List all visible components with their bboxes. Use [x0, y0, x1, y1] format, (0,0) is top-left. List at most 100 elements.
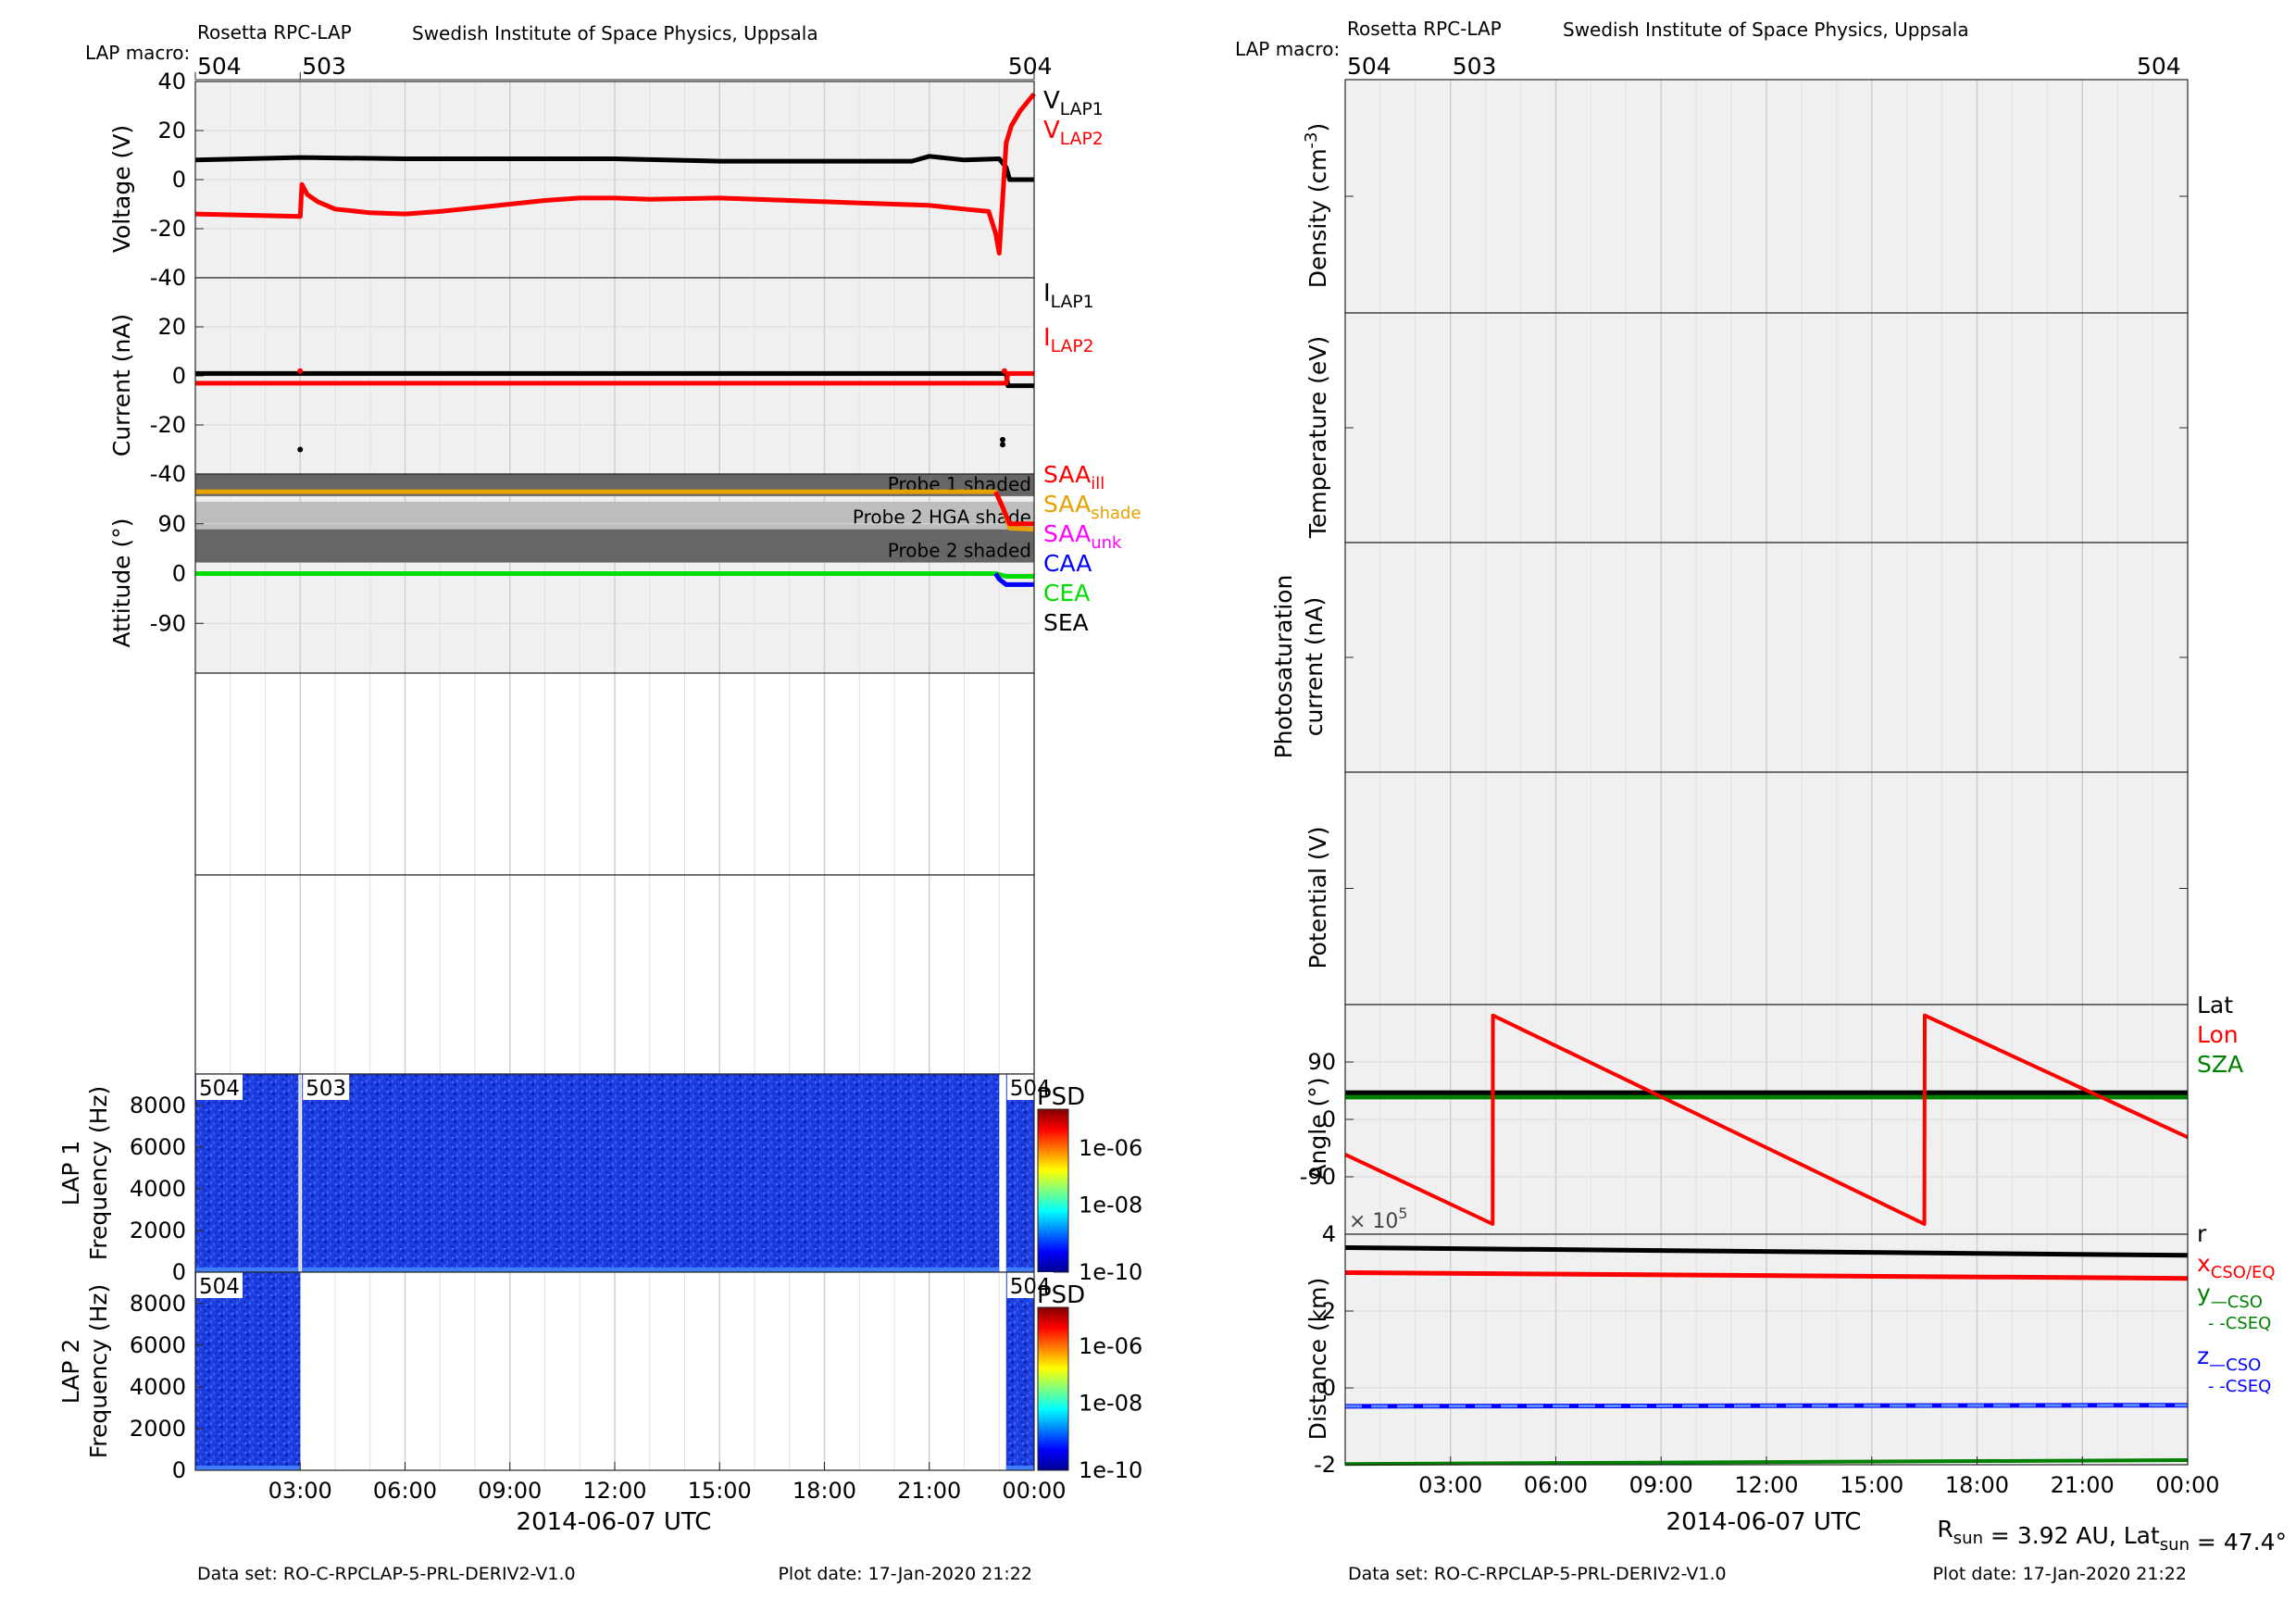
macro-label: 504	[197, 53, 242, 80]
y-tick-label: 6000	[130, 1134, 186, 1160]
potential-panel: Potential (V)	[1304, 771, 2189, 1006]
x-tick-label: 18:00	[1945, 1472, 2009, 1498]
y-tick-label: -40	[150, 461, 186, 487]
x-tick-label: 12:00	[582, 1478, 646, 1504]
y-tick-label: 0	[1322, 1106, 1336, 1132]
y-tick-label: 4000	[130, 1176, 186, 1202]
spectrogram-macro-label: 504	[199, 1077, 240, 1101]
y-tick-label: -90	[150, 610, 186, 636]
series-cea	[195, 571, 1034, 579]
distance-legend-2-part: —CSO	[2211, 1293, 2263, 1312]
current-legend-0: ILAP1	[1043, 280, 1094, 312]
series-saa-ill	[993, 491, 1034, 527]
y-tick-label: 20	[157, 118, 186, 144]
x-tick-label: 00:00	[2155, 1472, 2219, 1498]
attitude-legend-3: CAA	[1043, 550, 1092, 577]
colorbar-tick-label: 1e-06	[1079, 1135, 1142, 1161]
spectrogram-lap1-panel-label: LAP 1	[57, 1141, 84, 1206]
spectrogram-lap2-panel-label: LAP 2	[57, 1339, 84, 1405]
y-tick-label: 4000	[130, 1374, 186, 1400]
attitude-legend-0-part: SAA	[1043, 461, 1091, 488]
y-tick-label: 2000	[130, 1416, 186, 1442]
temperature-ylabel: Temperature (eV)	[1304, 336, 1331, 539]
macro-label: 503	[302, 53, 346, 80]
x-tick-label: 09:00	[478, 1478, 542, 1504]
spectrogram-block	[1005, 1272, 1034, 1470]
spectrogram-lowfreq	[302, 1268, 1000, 1272]
voltage-legend-0-part: V	[1043, 87, 1060, 115]
density-ylabel: Density (cm-3)	[1302, 123, 1331, 289]
series-zcseq	[1344, 1404, 2189, 1408]
spectrogram-block	[195, 1272, 301, 1470]
photosat-panel: Photosaturation current (nA)	[1270, 542, 2189, 773]
series-r	[1344, 1245, 2189, 1258]
spectrogram-macro-box	[196, 1272, 243, 1298]
distance-legend-sub-2: - -CSEQ	[2208, 1314, 2271, 1333]
macro-label: 503	[1453, 53, 1497, 80]
angle-legend-1: Lon	[2197, 1021, 2239, 1048]
xlabel-right: 2014-06-07 UTC	[1666, 1508, 1862, 1536]
x-tick-label: 15:00	[1840, 1472, 1903, 1498]
angle-ylabel: Angle (°)	[1304, 1077, 1331, 1180]
series-vlap2	[194, 92, 1036, 256]
macro-label: 504	[1347, 53, 1391, 80]
spectrogram-macro-box	[303, 1074, 350, 1100]
attitude-legend-1-part: shade	[1091, 504, 1141, 523]
ylabel-part: )	[1304, 123, 1331, 132]
colorbar	[1037, 1108, 1069, 1273]
temperature-panel: Temperature (eV)	[1304, 312, 2189, 543]
spectrogram-macro-label: 504	[1010, 1077, 1051, 1101]
rsun-part: = 47.4°	[2190, 1529, 2287, 1555]
right-macro-labels: 504 503 504	[1345, 53, 2188, 81]
y-tick-label: 0	[172, 167, 186, 193]
x-tick-label: 06:00	[1524, 1472, 1588, 1498]
rsun-part: sun	[1953, 1529, 1983, 1548]
spectrogram-lowfreq	[1005, 1466, 1034, 1470]
plotdate-left: Plot date: 17-Jan-2020 21:22	[778, 1564, 1032, 1584]
y-tick-label: 2000	[130, 1218, 186, 1243]
attitude-legend-2-part: unk	[1091, 533, 1122, 553]
y-tick-label: 0	[1322, 1375, 1336, 1401]
empty-panel-2	[194, 874, 1035, 1075]
attitude-legend-3-part: CAA	[1043, 550, 1092, 577]
distance-legend-1-part: CSO/EQ	[2211, 1263, 2276, 1282]
current-legend-0-part: LAP1	[1051, 293, 1094, 312]
x-tick-label: 03:00	[1418, 1472, 1482, 1498]
attitude-ylabel: Attitude (°)	[108, 518, 135, 647]
voltage-legend-1: VLAP2	[1043, 117, 1104, 149]
series-lon	[1344, 1013, 2189, 1226]
rsun-part: = 3.92 AU, Lat	[1983, 1522, 2160, 1549]
y-tick-label: 0	[172, 561, 186, 587]
current-ylabel: Current (nA)	[108, 314, 135, 456]
attitude-legend-5-part: SEA	[1043, 609, 1089, 636]
x-tick-label: 00:00	[1002, 1478, 1066, 1504]
photosat-ylabel-2: current (nA)	[1301, 597, 1328, 737]
spectrogram-lap1-ylabel: Frequency (Hz)	[85, 1086, 112, 1261]
spectrogram-lowfreq	[195, 1268, 299, 1272]
distance-legend-2-part: y	[2197, 1280, 2211, 1306]
y-tick-label: -20	[150, 216, 186, 242]
series-xcso-eq	[1344, 1270, 2189, 1281]
voltage-legend-0-part: LAP1	[1060, 100, 1104, 119]
current-legend-1-part: LAP2	[1051, 337, 1094, 356]
potential-ylabel: Potential (V)	[1304, 826, 1331, 968]
current-legend-1-part: I	[1043, 324, 1051, 352]
current-legend-0-part: I	[1043, 280, 1051, 307]
header: Rosetta RPC-LAP Swedish Institute of Spa…	[85, 18, 1969, 64]
distance-ylabel: Distance (km)	[1304, 1278, 1331, 1441]
y-tick-label: 90	[1307, 1049, 1336, 1075]
spectrogram-macro-box	[1006, 1272, 1054, 1298]
y-tick-label: -2	[1314, 1452, 1336, 1478]
y-tick-label: 0	[172, 1259, 186, 1285]
colorbar-tick-label: 1e-10	[1079, 1259, 1142, 1285]
rsun-text: Rsun = 3.92 AU, Latsun = 47.4°	[1937, 1516, 2287, 1555]
spectrogram-macro-label: 504	[1010, 1275, 1051, 1299]
current-legend-1: ILAP2	[1043, 324, 1094, 356]
attitude-legend-2: SAAunk	[1043, 520, 1122, 553]
distance-legend-3-part: z	[2197, 1343, 2209, 1369]
header-institute-left: Swedish Institute of Space Physics, Upps…	[412, 22, 818, 44]
angle-legend-2: SZA	[2197, 1051, 2243, 1078]
